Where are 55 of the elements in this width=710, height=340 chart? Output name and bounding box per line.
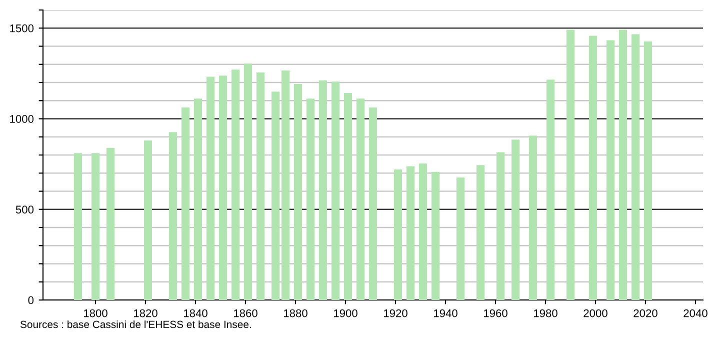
x-tick-label: 2000	[584, 309, 608, 318]
y-tick-label: 1500	[10, 24, 34, 32]
x-tick-label: 1800	[84, 309, 108, 318]
bar	[194, 98, 202, 300]
bar	[456, 177, 464, 300]
bar	[496, 152, 504, 300]
bar	[182, 108, 190, 300]
bar	[282, 70, 290, 300]
bar	[169, 132, 177, 300]
bar	[92, 153, 100, 300]
bar	[546, 80, 554, 300]
x-tick-label: 1860	[234, 309, 258, 318]
bar	[219, 76, 227, 300]
bar	[106, 148, 114, 300]
x-tick-label: 1820	[134, 309, 158, 318]
x-tick-label: 1940	[434, 309, 458, 318]
x-tick-label: 1880	[284, 309, 308, 318]
bar	[206, 76, 214, 300]
bar	[356, 98, 364, 300]
bar	[432, 172, 440, 300]
x-tick-label: 2040	[684, 309, 708, 318]
bar	[644, 41, 652, 300]
bar	[606, 40, 614, 300]
bar	[344, 93, 352, 300]
bar	[406, 166, 414, 300]
x-tick-label: 1980	[534, 309, 558, 318]
x-tick-label: 1920	[384, 309, 408, 318]
bar	[319, 80, 327, 300]
bar	[512, 140, 520, 300]
bar	[619, 30, 627, 300]
source-note: Sources : base Cassini de l'EHESS et base Insee.	[20, 320, 251, 328]
bar	[232, 70, 240, 300]
y-tick-label: 500	[16, 206, 34, 214]
bar	[369, 108, 377, 300]
bar	[332, 82, 340, 300]
bar	[74, 153, 82, 300]
bar	[632, 34, 640, 300]
bar	[306, 98, 314, 300]
bar	[419, 164, 427, 300]
x-tick-label: 1900	[334, 309, 358, 318]
bar	[529, 136, 537, 300]
bar	[566, 30, 574, 300]
y-tick-label: 0	[28, 296, 34, 304]
bar	[272, 92, 280, 300]
bar	[589, 36, 597, 300]
x-tick-label: 1960	[484, 309, 508, 318]
x-tick-label: 1840	[184, 309, 208, 318]
bar	[394, 170, 402, 300]
bar	[476, 165, 484, 300]
bar	[144, 140, 152, 300]
x-tick-label: 2020	[634, 309, 658, 318]
bar	[256, 72, 264, 300]
bar	[294, 84, 302, 300]
y-tick-label: 1000	[10, 115, 34, 123]
bar	[244, 64, 252, 300]
